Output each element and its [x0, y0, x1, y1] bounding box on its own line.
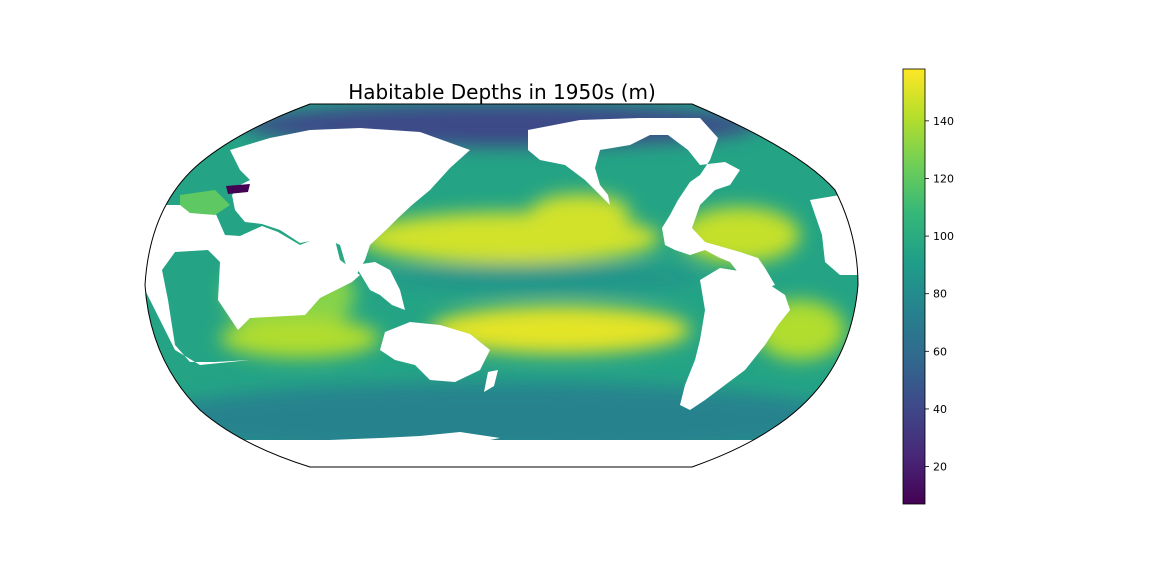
north-pacific-region-east	[530, 194, 630, 230]
equatorial-pacific-region	[385, 264, 705, 292]
island-patch-west	[180, 190, 230, 215]
colorbar: 20 40 60 80 100 120 140	[902, 68, 954, 505]
south-indian-region	[220, 318, 380, 358]
map-boundary	[144, 103, 859, 468]
land-eurasia	[230, 128, 470, 282]
southern-ocean-region	[145, 382, 858, 458]
land-south-america	[680, 268, 790, 410]
colorbar-tick-label: 80	[933, 288, 947, 301]
colorbar-tick-label: 40	[933, 403, 947, 416]
ocean-field	[145, 104, 858, 467]
land-southeast-asia	[355, 262, 405, 310]
colorbar-tick-label: 140	[933, 115, 954, 128]
land-antarctica-ridge	[330, 432, 500, 446]
land-australia	[380, 322, 490, 382]
colorbar-tick-label: 120	[933, 172, 954, 185]
colorbar-ticks: 20 40 60 80 100 120 140	[925, 115, 954, 474]
colorbar-gradient	[902, 68, 926, 505]
land-africa-west	[145, 205, 360, 365]
landmasses	[145, 104, 858, 467]
colorbar-tick-label: 60	[933, 345, 947, 358]
land-new-zealand	[484, 370, 498, 392]
land-north-america	[528, 118, 775, 290]
south-pacific-region	[430, 306, 690, 354]
map-title: Habitable Depths in 1950s (m)	[348, 80, 656, 104]
colorbar-tick-label: 20	[933, 461, 947, 474]
land-antarctica	[145, 440, 858, 467]
colorbar-tick-label: 100	[933, 230, 954, 243]
island-patch-arctic	[226, 184, 250, 194]
